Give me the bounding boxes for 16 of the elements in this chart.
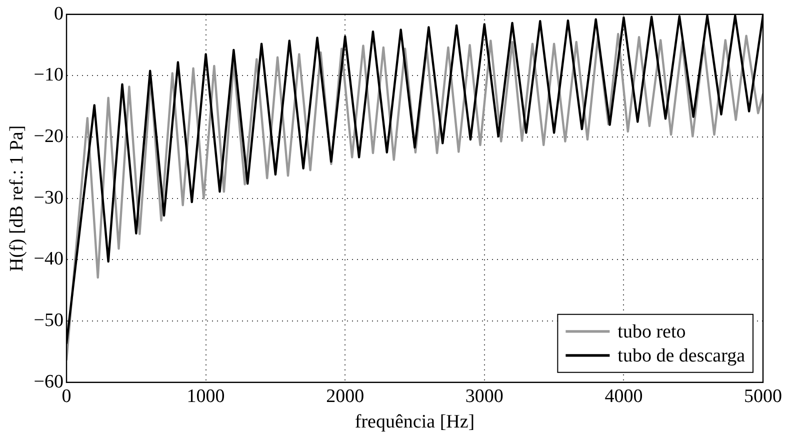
y-tick-label: −20 xyxy=(34,126,64,148)
legend-label: tubo reto xyxy=(618,321,686,342)
x-tick-label: 4000 xyxy=(604,386,643,407)
x-tick-label: 2000 xyxy=(326,386,364,407)
y-axis-title: H(f) [dB ref.: 1 Pa] xyxy=(6,125,28,272)
x-tick-label: 5000 xyxy=(744,386,782,407)
y-tick-label: −10 xyxy=(34,64,64,86)
x-tick-label: 1000 xyxy=(186,386,225,407)
x-axis-title: frequência [Hz] xyxy=(354,412,475,433)
y-tick-label: −60 xyxy=(34,371,64,392)
y-tick-label: −40 xyxy=(34,248,64,270)
y-tick-label: −50 xyxy=(34,310,64,332)
y-tick-label: −30 xyxy=(34,187,64,208)
legend-label: tubo de descarga xyxy=(618,345,746,366)
x-tick-label: 3000 xyxy=(465,386,504,407)
y-tick-label: 0 xyxy=(54,3,64,24)
